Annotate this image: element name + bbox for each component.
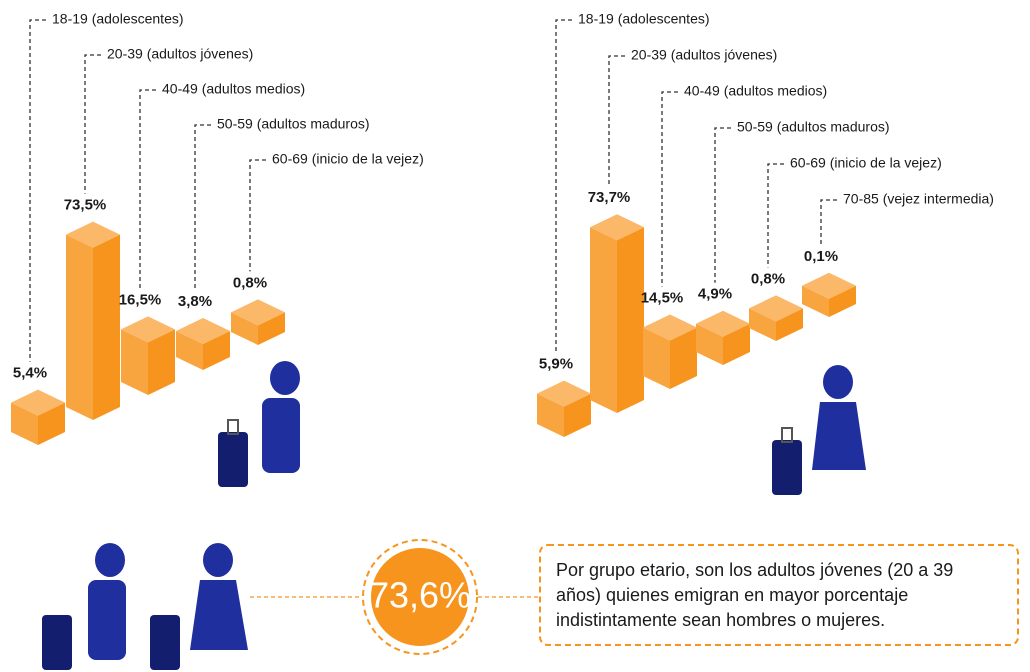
- bar-right-face: [829, 285, 856, 317]
- bar-left-face: [231, 312, 258, 345]
- leader-line: [29, 19, 46, 362]
- category-label: 40-49 (adultos medios): [684, 83, 827, 99]
- leader-line: [249, 159, 266, 272]
- bar-right-face: [93, 234, 120, 420]
- bar-left-face: [121, 329, 148, 395]
- bar-top-face: [11, 389, 65, 416]
- bar-right-face: [723, 323, 750, 365]
- person-female: [772, 365, 866, 495]
- bar-left-face: [11, 402, 38, 445]
- category-label: 50-59 (adultos maduros): [217, 116, 370, 132]
- leader-line: [84, 54, 101, 194]
- bar-left-face: [696, 323, 723, 365]
- value-label: 73,5%: [64, 197, 107, 214]
- callout-value: 73,6%: [369, 575, 471, 616]
- value-label: 73,7%: [588, 189, 631, 206]
- bar-right-face: [258, 312, 285, 345]
- value-label: 4,9%: [698, 286, 732, 303]
- category-label: 20-39 (adultos jóvenes): [107, 46, 253, 62]
- bar-top-face: [590, 214, 644, 241]
- bar-top-face: [696, 310, 750, 337]
- category-label: 40-49 (adultos medios): [162, 81, 305, 97]
- bar-right-face: [670, 327, 697, 389]
- leader-line: [194, 124, 211, 291]
- bar-left-face: [749, 308, 776, 341]
- bar-top-face: [643, 314, 697, 341]
- leader-line: [608, 55, 625, 187]
- category-label: 70-85 (vejez intermedia): [843, 191, 994, 207]
- category-label: 60-69 (inicio de la vejez): [272, 151, 424, 167]
- bar-top-face: [537, 380, 591, 407]
- bar-left-face: [66, 234, 93, 420]
- bar-right-face: [38, 402, 65, 445]
- bar-top-face: [176, 318, 230, 345]
- bar-right-face: [564, 393, 591, 437]
- leader-line: [555, 19, 572, 353]
- value-label: 0,8%: [751, 270, 785, 287]
- bar-left-face: [590, 227, 617, 413]
- bar-top-face: [231, 299, 285, 326]
- value-label: 5,9%: [539, 356, 573, 373]
- bar-left-face: [537, 393, 564, 437]
- category-label: 20-39 (adultos jóvenes): [631, 47, 777, 63]
- bar-left-face: [802, 285, 829, 317]
- bar-left-face: [643, 327, 670, 389]
- bar-left-face: [176, 331, 203, 370]
- callout-text: años) quienes emigran en mayor porcentaj…: [556, 585, 908, 605]
- bar-right-face: [776, 308, 803, 341]
- value-label: 3,8%: [178, 293, 212, 310]
- category-label: 60-69 (inicio de la vejez): [790, 155, 942, 171]
- leader-line: [767, 163, 784, 268]
- bar-right-face: [617, 227, 644, 413]
- value-label: 0,8%: [233, 274, 267, 291]
- callout-text: indistintamente sean hombres o mujeres.: [556, 610, 885, 630]
- person-male: [218, 361, 300, 487]
- value-label: 14,5%: [641, 290, 684, 307]
- bar-top-face: [121, 316, 175, 343]
- value-label: 16,5%: [119, 291, 162, 308]
- callout-ring: [362, 539, 478, 655]
- value-label: 5,4%: [13, 365, 47, 382]
- people-pair: [42, 543, 248, 670]
- bar-right-face: [203, 331, 230, 370]
- category-label: 18-19 (adolescentes): [578, 11, 710, 27]
- leader-line: [714, 127, 731, 283]
- bar-top-face: [802, 272, 856, 299]
- category-label: 18-19 (adolescentes): [52, 11, 184, 27]
- leader-line: [661, 91, 678, 287]
- callout-circle: [371, 548, 469, 646]
- value-label: 0,1%: [804, 248, 838, 265]
- category-label: 50-59 (adultos maduros): [737, 119, 890, 135]
- leader-line: [820, 199, 837, 245]
- callout-box: [539, 544, 1019, 646]
- bar-top-face: [66, 221, 120, 248]
- bar-top-face: [749, 295, 803, 322]
- bar-right-face: [148, 329, 175, 395]
- leader-line: [139, 89, 156, 289]
- callout-text: Por grupo etario, son los adultos jóvene…: [556, 560, 953, 580]
